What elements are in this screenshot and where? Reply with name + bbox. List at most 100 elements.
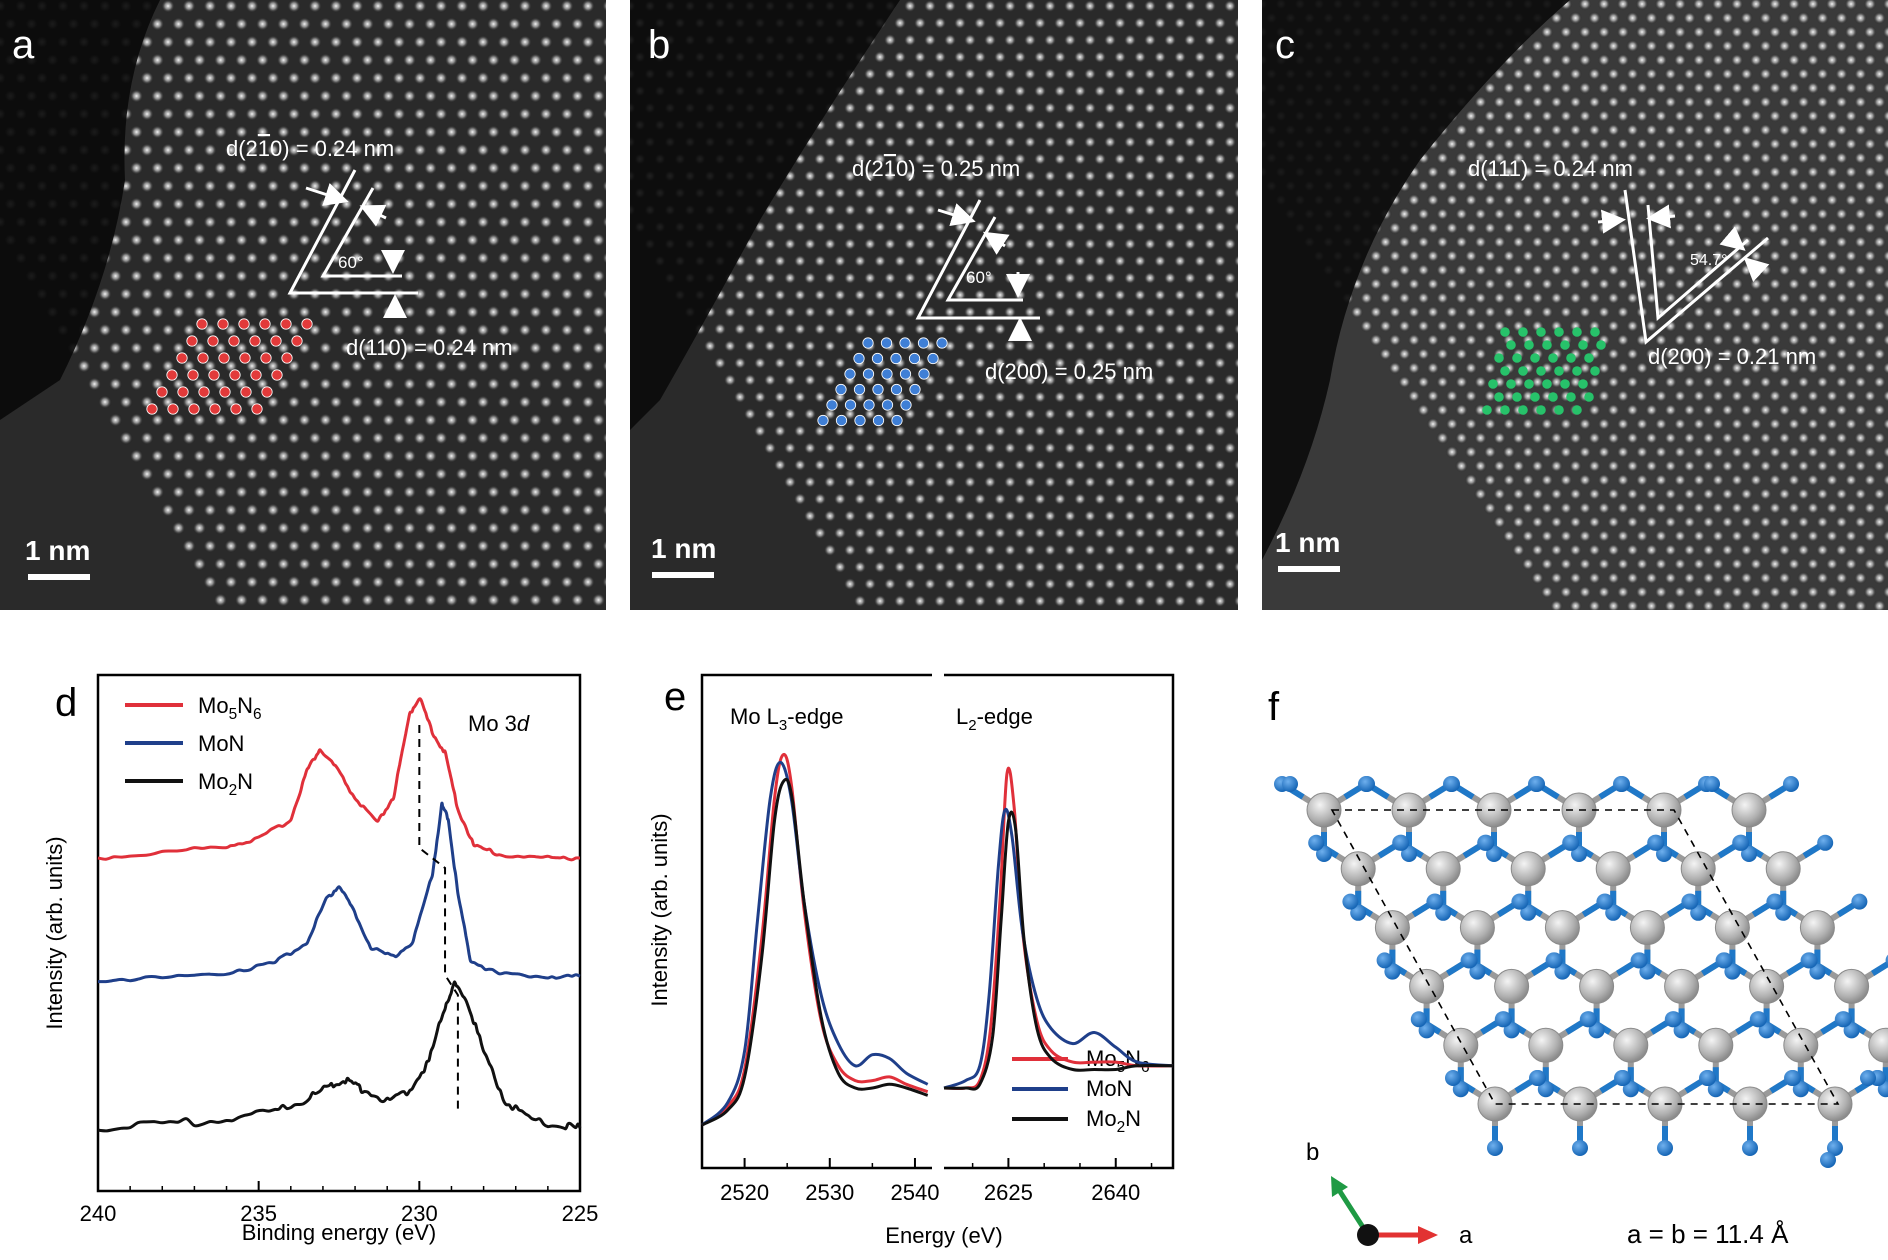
lattice-spot xyxy=(129,161,144,175)
lattice-spot xyxy=(1711,389,1725,403)
lattice-spot xyxy=(1474,347,1487,361)
lattice-spot xyxy=(1398,235,1411,249)
lattice-spot xyxy=(1607,95,1620,109)
lattice-spot xyxy=(1123,271,1137,285)
lattice-spot xyxy=(360,593,375,607)
lattice-spot xyxy=(161,71,175,85)
lattice-spot xyxy=(1844,305,1858,319)
lattice-spot xyxy=(903,441,917,455)
lattice-spot xyxy=(1023,407,1037,421)
lattice-spot xyxy=(1003,101,1017,115)
lattice-spot xyxy=(1787,81,1801,95)
lattice-spot xyxy=(434,107,448,121)
highlight-atom xyxy=(826,399,838,411)
lattice-spot xyxy=(245,467,259,481)
lattice-spot xyxy=(1825,417,1839,431)
lattice-spot xyxy=(1123,475,1137,489)
lattice-spot xyxy=(1483,305,1497,319)
lattice-spot xyxy=(1183,0,1197,13)
lattice-spot xyxy=(266,287,280,301)
lattice-spot xyxy=(1579,614,1592,627)
lattice-spot xyxy=(1578,137,1592,151)
lattice-spot xyxy=(1882,361,1888,375)
lattice-spot xyxy=(371,395,385,409)
lattice-spot xyxy=(1113,118,1127,132)
lattice-spot xyxy=(1163,67,1177,81)
lattice-spot xyxy=(813,424,827,438)
lattice-spot xyxy=(1692,221,1706,235)
lattice-spot xyxy=(983,577,997,591)
lattice-spot xyxy=(182,0,196,13)
lattice-spot xyxy=(1797,151,1810,165)
lattice-spot xyxy=(1797,67,1810,81)
lattice-spot xyxy=(1692,557,1706,571)
lattice-spot xyxy=(413,143,427,157)
lattice-spot xyxy=(1426,249,1440,263)
lattice-spot xyxy=(883,271,897,285)
lattice-spot xyxy=(1550,39,1563,53)
lattice-spot xyxy=(1835,543,1848,557)
lattice-spot xyxy=(1863,25,1877,39)
lattice-spot xyxy=(297,233,312,247)
lattice-spot xyxy=(602,215,606,229)
lattice-spot xyxy=(266,431,280,445)
lattice-spot xyxy=(255,233,270,247)
lattice-spot xyxy=(793,356,807,370)
highlight-atom xyxy=(835,414,848,427)
lattice-spot xyxy=(171,89,186,103)
lattice-spot xyxy=(723,339,737,353)
lattice-spot xyxy=(392,467,406,481)
lattice-spot xyxy=(1143,441,1157,455)
highlight-atom xyxy=(1500,327,1510,337)
lattice-spot xyxy=(893,118,907,132)
lattice-spot xyxy=(1560,614,1573,627)
lattice-spot xyxy=(1512,431,1525,445)
lattice-spot xyxy=(528,449,543,463)
lattice-spot xyxy=(1053,16,1067,30)
lattice-spot xyxy=(1654,81,1668,95)
lattice-spot xyxy=(1023,169,1037,183)
lattice-spot xyxy=(1073,50,1087,64)
lattice-spot xyxy=(823,135,837,149)
n-atom xyxy=(1809,963,1826,980)
lattice-spot xyxy=(1616,529,1630,543)
lattice-spot xyxy=(883,543,897,557)
lattice-spot xyxy=(339,377,354,391)
lattice-spot xyxy=(497,71,511,85)
lattice-spot xyxy=(381,233,396,247)
lattice-spot xyxy=(1740,403,1753,417)
x-axis-label-d: Binding energy (eV) xyxy=(242,1220,436,1245)
lattice-spot xyxy=(913,16,927,30)
lattice-spot xyxy=(1787,0,1801,11)
lattice-spot xyxy=(423,413,438,427)
lattice-spot xyxy=(497,107,511,121)
lattice-spot xyxy=(161,287,175,301)
lattice-spot xyxy=(245,575,259,589)
lattice-spot xyxy=(1787,305,1801,319)
lattice-spot xyxy=(1692,417,1706,431)
lattice-spot xyxy=(1626,11,1639,25)
lattice-spot xyxy=(993,458,1007,472)
lattice-spot xyxy=(318,305,333,319)
lattice-spot xyxy=(993,424,1007,438)
lattice-spot xyxy=(329,467,343,481)
lattice-spot xyxy=(1063,441,1077,455)
lattice-spot xyxy=(1683,319,1696,333)
lattice-spot xyxy=(1759,599,1772,610)
n-atom xyxy=(1673,1022,1690,1039)
lattice-spot xyxy=(392,575,406,589)
lattice-spot xyxy=(1607,123,1620,137)
lattice-spot xyxy=(1143,543,1157,557)
lattice-spot xyxy=(234,305,249,319)
lattice-spot xyxy=(1531,39,1544,53)
lattice-spot xyxy=(1759,403,1772,417)
lattice-spot xyxy=(973,390,987,404)
lattice-spot xyxy=(1863,0,1877,11)
series-line-Mo5N6-L2 xyxy=(943,766,1174,1091)
lattice-spot xyxy=(497,251,511,265)
lattice-spot xyxy=(1153,526,1167,540)
n-atom xyxy=(1656,846,1672,862)
lattice-spot xyxy=(953,492,967,506)
lattice-spot xyxy=(783,339,797,353)
highlight-atom xyxy=(208,369,220,381)
